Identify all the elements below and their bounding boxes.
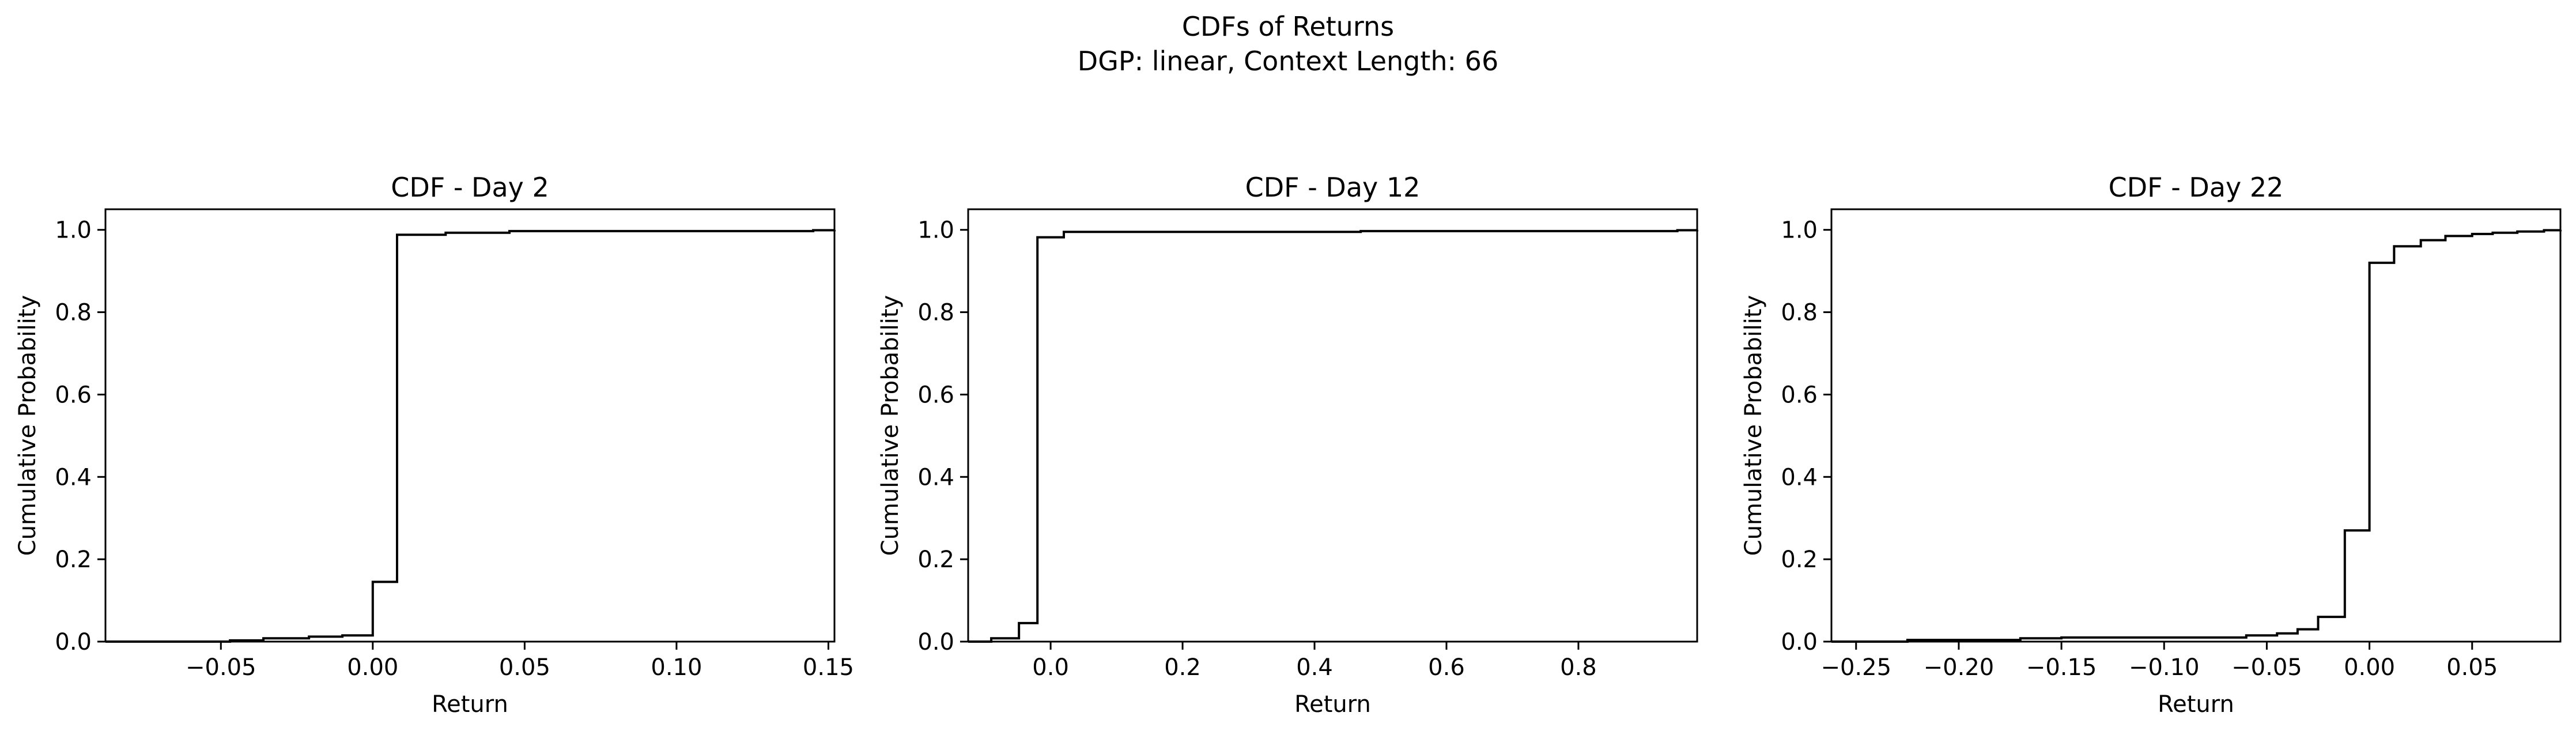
- y-tick-label: 0.4: [1781, 464, 1818, 491]
- x-tick-label: 0.10: [651, 654, 702, 681]
- x-tick-label: −0.10: [2129, 654, 2200, 681]
- y-tick-label: 0.6: [917, 382, 954, 408]
- y-tick-label: 0.2: [55, 546, 92, 573]
- figure-title-line2: DGP: linear, Context Length: 66: [1078, 46, 1498, 77]
- y-tick-label: 0.4: [55, 464, 92, 491]
- y-tick-label: 0.6: [55, 382, 92, 408]
- chart-panel-2: CDF - Day 12 0.0 0.2 0.4 0.6 0.8 0.0 0.2 0.4 0.6 0…: [877, 172, 1698, 718]
- y-tick-label: 0.8: [1781, 300, 1818, 326]
- cdf-step-line: [105, 229, 836, 643]
- y-tick-label: 0.2: [1781, 546, 1818, 573]
- y-tick-label: 1.0: [55, 217, 92, 244]
- chart-title: CDF - Day 22: [2109, 172, 2284, 203]
- x-axis-label: Return: [2158, 691, 2234, 718]
- chart-title: CDF - Day 2: [391, 172, 549, 203]
- x-tick-label: 0.0: [1032, 654, 1069, 681]
- x-tick-label: 0.05: [499, 654, 550, 681]
- y-tick-label: 0.8: [55, 300, 92, 326]
- y-tick-label: 1.0: [917, 217, 954, 244]
- x-tick-label: −0.05: [2231, 654, 2302, 681]
- cdf-step-line: [968, 229, 1698, 643]
- x-tick-label: −0.05: [186, 654, 256, 681]
- cdf-step-line: [1831, 229, 2562, 643]
- y-axis-label: Cumulative Probability: [877, 295, 904, 556]
- x-axis-label: Return: [432, 691, 508, 718]
- x-tick-label: −0.20: [1924, 654, 1995, 681]
- x-tick-label: 0.15: [803, 654, 854, 681]
- x-tick-label: 0.4: [1296, 654, 1333, 681]
- y-tick-label: 0.2: [917, 546, 954, 573]
- y-axis-label: Cumulative Probability: [1740, 295, 1767, 556]
- y-tick-label: 0.6: [1781, 382, 1818, 408]
- axes-frame: [1830, 208, 2562, 643]
- x-tick-label: 0.00: [2344, 654, 2395, 681]
- y-tick-label: 1.0: [1781, 217, 1818, 244]
- x-tick-label: −0.15: [2026, 654, 2097, 681]
- y-tick-label: 0.8: [917, 300, 954, 326]
- x-tick-label: 0.6: [1428, 654, 1465, 681]
- y-tick-label: 0.0: [917, 629, 954, 655]
- figure-title-line1: CDFs of Returns: [1182, 11, 1394, 42]
- x-tick-label: −0.25: [1820, 654, 1891, 681]
- chart-panel-1: CDF - Day 2 −0.05 0.00 0.05 0.10 0.15 0.0 0.2 0.…: [14, 172, 854, 718]
- x-tick-label: 0.00: [347, 654, 398, 681]
- x-tick-label: 0.2: [1164, 654, 1201, 681]
- chart-title: CDF - Day 12: [1245, 172, 1421, 203]
- x-axis-label: Return: [1294, 691, 1371, 718]
- y-tick-label: 0.4: [917, 464, 954, 491]
- x-tick-label: 0.05: [2446, 654, 2498, 681]
- axes-frame: [104, 208, 836, 643]
- chart-panels: CDF - Day 2 −0.05 0.00 0.05 0.10 0.15 0.0 0.2 0.…: [14, 172, 2562, 718]
- y-axis-label: Cumulative Probability: [14, 295, 41, 556]
- x-tick-label: 0.8: [1560, 654, 1597, 681]
- y-tick-label: 0.0: [1781, 629, 1818, 655]
- y-tick-label: 0.0: [55, 629, 92, 655]
- chart-panel-3: CDF - Day 22 −0.25 −0.20 −0.15 −0.10 −0.05 0.0…: [1740, 172, 2562, 718]
- axes-frame: [967, 208, 1698, 643]
